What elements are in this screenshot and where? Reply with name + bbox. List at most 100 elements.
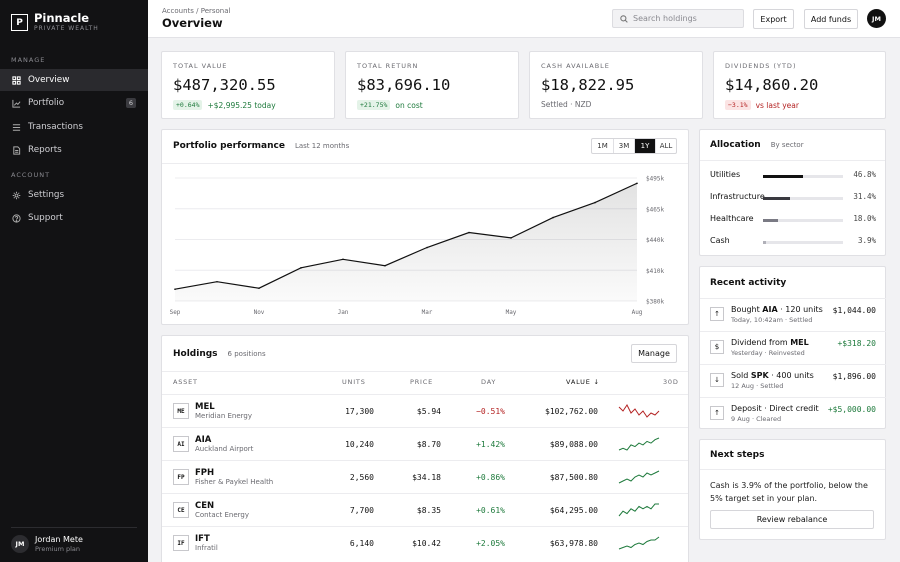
column-header-day[interactable]: DAY <box>481 378 497 386</box>
allocation-percent: 46.8% <box>853 170 876 179</box>
arrow-up-icon: ↑ <box>710 307 724 321</box>
sidebar-item-support[interactable]: Support <box>0 207 148 229</box>
page-title: Overview <box>162 16 223 30</box>
activity-meta: 9 Aug · Cleared <box>731 415 782 423</box>
column-header-price[interactable]: PRICE <box>410 378 433 386</box>
allocation-label: Healthcare <box>710 214 754 223</box>
column-header-asset[interactable]: ASSET <box>173 378 198 386</box>
range-1y-button[interactable]: 1Y <box>634 139 655 153</box>
activity-item[interactable]: ↑ Bought AIA · 120 units Today, 10:42am · … <box>700 298 886 331</box>
allocation-subtitle: By sector <box>770 141 804 149</box>
data-point <box>510 237 512 239</box>
activity-title: Deposit · Direct credit <box>731 404 819 413</box>
manage-button[interactable]: Manage <box>631 344 677 363</box>
card-divider <box>700 160 885 161</box>
review-rebalance-button[interactable]: Review rebalance <box>710 510 874 529</box>
sidebar-item-label: Reports <box>28 145 62 155</box>
activity-meta: Yesterday · Reinvested <box>731 349 805 357</box>
activity-card: Recent activity ↑ Bought AIA · 120 units T… <box>699 266 886 429</box>
sidebar-item-settings[interactable]: Settings <box>0 184 148 206</box>
allocation-row-infrastructure[interactable]: Infrastructure 31.4% <box>710 192 876 204</box>
x-tick-label: Aug <box>632 309 643 316</box>
allocation-row-healthcare[interactable]: Healthcare 18.0% <box>710 214 876 226</box>
add-funds-button[interactable]: Add funds <box>804 9 858 29</box>
allocation-row-utilities[interactable]: Utilities 46.8% <box>710 170 876 182</box>
value-cell: $64,295.00 <box>549 506 598 515</box>
data-point <box>258 287 260 289</box>
data-point <box>216 280 218 283</box>
series-line <box>174 182 638 290</box>
header-avatar[interactable]: JM <box>867 9 886 28</box>
brand[interactable]: P Pinnacle PRIVATE WEALTH <box>11 12 99 33</box>
kpi-card-total-return: TOTAL RETURN $83,696.10 +21.75% on cost <box>345 51 519 119</box>
holdings-subtitle: 6 positions <box>227 350 266 358</box>
user-profile[interactable]: JM Jordan Mete Premium plan <box>11 535 83 553</box>
activity-title: Dividend from MEL <box>731 338 809 347</box>
holding-row-aia[interactable]: AI AIA Auckland Airport 10,240 $8.70 +1.42% $8… <box>162 427 688 460</box>
sidebar-item-label: Transactions <box>28 122 83 132</box>
value-cell: $102,762.00 <box>545 407 598 416</box>
range-1m-button[interactable]: 1M <box>597 142 608 150</box>
sparkline-30d <box>618 536 660 550</box>
column-header-units[interactable]: UNITS <box>342 378 366 386</box>
allocation-card: Allocation By sector Utilities 46.8% Infras… <box>699 129 886 256</box>
kpi-label: CASH AVAILABLE <box>541 62 610 70</box>
activity-item[interactable]: ↑ Deposit · Direct credit 9 Aug · Cleared +… <box>700 397 886 430</box>
holding-row-mel[interactable]: ME MEL Meridian Energy 17,300 $5.94 −0.51% $10… <box>162 394 688 427</box>
sidebar-item-label: Settings <box>28 190 65 200</box>
sidebar-item-overview[interactable]: Overview <box>0 69 148 91</box>
allocation-label: Utilities <box>710 170 741 179</box>
value-cell: $63,978.80 <box>549 539 598 548</box>
units-cell: 17,300 <box>345 407 374 416</box>
section-label-account: ACCOUNT <box>11 171 51 179</box>
allocation-bar-fill <box>763 197 790 200</box>
user-name: Jordan Mete <box>35 535 83 544</box>
avatar: JM <box>11 535 29 553</box>
data-point <box>468 231 470 234</box>
column-header-value[interactable]: VALUE ↓ <box>566 378 600 386</box>
brand-name: Pinnacle <box>34 11 90 25</box>
allocation-row-cash[interactable]: Cash 3.9% <box>710 236 876 248</box>
asset-symbol: IFT <box>195 534 210 544</box>
data-point <box>342 258 344 261</box>
top-header: Accounts / Personal Overview Export Add … <box>148 0 900 38</box>
range-3m-button[interactable]: 3M <box>613 139 634 153</box>
sparkline-30d <box>618 470 660 484</box>
holding-row-fph[interactable]: FP FPH Fisher & Paykel Health 2,560 $34.18 +0… <box>162 460 688 493</box>
column-header-30d[interactable]: 30D <box>663 378 679 386</box>
y-tick-label: $380k <box>646 299 664 306</box>
sidebar: P Pinnacle PRIVATE WEALTH MANAGE Overvie… <box>0 0 148 562</box>
activity-item[interactable]: ↓ Sold SPK · 400 units 12 Aug · Settled $1,… <box>700 364 886 397</box>
x-tick-label: May <box>506 309 517 316</box>
sidebar-item-reports[interactable]: Reports <box>0 139 148 161</box>
value-cell: $87,500.80 <box>549 473 598 482</box>
sidebar-item-portfolio[interactable]: Portfolio 6 <box>0 92 148 114</box>
activity-amount: $1,896.00 <box>832 372 876 381</box>
allocation-bar-fill <box>763 219 779 222</box>
search-box[interactable] <box>612 9 744 28</box>
units-cell: 7,700 <box>349 506 374 515</box>
activity-item[interactable]: $ Dividend from MEL Yesterday · Reinvested… <box>700 331 886 364</box>
asset-name: Infratil <box>195 544 218 552</box>
data-point <box>594 201 596 204</box>
allocation-percent: 31.4% <box>853 192 876 201</box>
day-change-cell: +0.86% <box>476 473 505 482</box>
holding-row-ift[interactable]: IF IFT Infratil 6,140 $10.42 +2.05% $63,978.80 <box>162 526 688 559</box>
search-input[interactable] <box>633 14 733 23</box>
data-point <box>426 246 428 249</box>
export-button[interactable]: Export <box>753 9 794 29</box>
y-tick-label: $495k <box>646 176 664 183</box>
data-point <box>174 288 176 291</box>
day-change-cell: +1.42% <box>476 440 505 449</box>
kpi-note: Settled · NZD <box>541 100 592 109</box>
kpi-note: on cost <box>395 100 423 110</box>
sidebar-item-transactions[interactable]: Transactions <box>0 116 148 138</box>
brand-subtitle: PRIVATE WEALTH <box>34 25 99 32</box>
ticker-badge: AI <box>173 436 189 452</box>
holding-row-cen[interactable]: CE CEN Contact Energy 7,700 $8.35 +0.61% $64,2… <box>162 493 688 526</box>
units-cell: 6,140 <box>349 539 374 548</box>
range-all-button[interactable]: ALL <box>655 139 676 153</box>
breadcrumb[interactable]: Accounts / Personal <box>162 7 231 15</box>
sidebar-divider <box>11 527 137 528</box>
value-cell: $89,088.00 <box>549 440 598 449</box>
